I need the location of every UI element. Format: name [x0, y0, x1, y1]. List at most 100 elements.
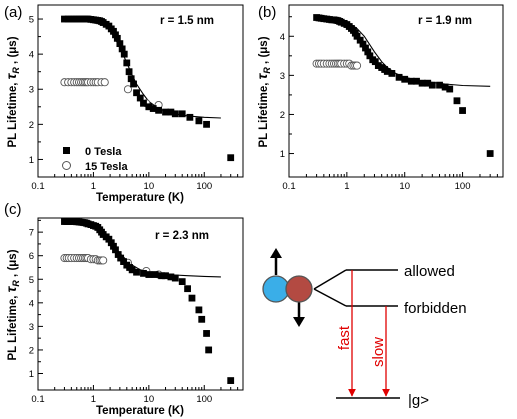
data-point-0-tesla	[133, 268, 140, 276]
panel-b-label: (b)	[258, 4, 276, 21]
splitting-connector-lower	[313, 288, 347, 307]
y-tick-label: 4	[29, 298, 34, 309]
panel-b-plot	[312, 14, 494, 157]
x-tick-label: 1	[91, 394, 96, 405]
data-point-0-tesla	[178, 110, 186, 118]
data-point-0-tesla	[112, 31, 119, 39]
panel-c-plot	[60, 218, 235, 384]
data-point-0-tesla	[203, 120, 210, 128]
hole-particle	[285, 275, 313, 303]
data-point-0-tesla	[162, 108, 169, 116]
data-point-0-tesla	[459, 107, 466, 114]
data-point-0-tesla	[366, 52, 374, 60]
panel-b-annotation: r = 1.9 nm	[418, 15, 472, 27]
data-point-0-tesla	[395, 73, 403, 81]
data-point-0-tesla	[105, 235, 113, 243]
data-point-0-tesla	[123, 59, 131, 67]
panel-a-ylabel: PL Lifetime, τR , (μs)	[3, 36, 21, 147]
data-point-0-tesla	[356, 36, 364, 44]
data-point-0-tesla	[424, 79, 432, 87]
y-tick-label: 4	[29, 50, 34, 61]
x-tick-label: 100	[196, 181, 212, 192]
data-point-0-tesla	[116, 40, 124, 48]
data-point-15-tesla	[100, 78, 109, 87]
data-point-0-tesla	[167, 273, 175, 281]
x-tick-label: 100	[196, 394, 212, 405]
energy-diagram: allowed forbidden |g> fast slow	[262, 248, 467, 409]
data-point-0-tesla	[171, 110, 179, 118]
panel-b-ylabel: PL Lifetime, τR , (μs)	[254, 36, 272, 147]
data-point-0-tesla	[61, 15, 68, 23]
y-tick-label: 1	[29, 369, 34, 380]
legend-15-tesla-marker	[62, 161, 71, 170]
spin-up-arrow-head	[270, 248, 282, 258]
data-point-0-tesla	[113, 34, 121, 42]
panel-a-legend: 0 Tesla 15 Tesla	[62, 146, 128, 173]
data-point-0-tesla	[407, 77, 415, 85]
data-point-0-tesla	[441, 83, 449, 91]
legend-0-tesla-label: 0 Tesla	[85, 146, 122, 158]
data-point-0-tesla	[413, 77, 420, 85]
data-point-0-tesla	[120, 258, 127, 265]
data-point-0-tesla	[136, 94, 144, 102]
y-tick-label: 3	[29, 322, 34, 333]
panel-c-label: (c)	[4, 201, 22, 218]
data-point-0-tesla	[205, 346, 213, 354]
panel-c: (c) 0.1 1 10 100 1 2 3 4 5 6 7 r = 2.3 nm Tempera…	[3, 201, 244, 417]
data-point-0-tesla	[195, 117, 203, 125]
data-point-0-tesla	[151, 271, 159, 278]
y-tick-label: 6	[29, 251, 34, 262]
panel-c-frame	[37, 217, 244, 391]
x-tick-label: 100	[455, 181, 471, 192]
data-point-15-tesla	[123, 85, 133, 94]
data-point-0-tesla	[371, 58, 379, 66]
data-point-0-tesla	[428, 81, 436, 89]
x-tick-label: 0.1	[31, 181, 44, 192]
y-tick-label: 1	[29, 155, 34, 166]
data-point-0-tesla	[401, 75, 409, 83]
data-point-0-tesla	[117, 254, 125, 262]
legend-15-tesla-label: 15 Tesla	[85, 161, 128, 173]
data-point-0-tesla	[158, 272, 166, 280]
panel-a-xlabel: Temperature (K)	[96, 192, 184, 204]
data-point-0-tesla	[362, 44, 369, 52]
x-tick-label: 10	[399, 181, 410, 192]
data-point-0-tesla	[486, 150, 494, 157]
data-point-0-tesla	[118, 45, 126, 53]
data-point-0-tesla	[383, 68, 391, 75]
data-point-0-tesla	[140, 269, 147, 277]
y-tick-label: 2	[29, 120, 34, 131]
x-tick-label: 10	[144, 394, 155, 405]
panel-a-xticks: 0.1 1 10 100	[31, 172, 244, 192]
data-point-0-tesla	[178, 278, 186, 286]
panel-c-ylabel: PL Lifetime, τR , (μs)	[3, 249, 21, 360]
data-point-0-tesla	[436, 81, 443, 89]
data-point-0-tesla	[388, 70, 396, 77]
ground-state-label: |g>	[408, 392, 429, 409]
y-tick-label: 7	[29, 228, 34, 239]
data-point-0-tesla	[188, 294, 196, 302]
allowed-label: allowed	[404, 263, 455, 280]
forbidden-label: forbidden	[404, 300, 467, 317]
data-point-0-tesla	[107, 239, 115, 247]
data-point-15-tesla	[99, 256, 108, 265]
data-point-0-tesla	[114, 251, 122, 258]
panel-b-frame	[288, 4, 504, 178]
y-tick-label: 3	[29, 85, 34, 96]
data-point-0-tesla	[195, 306, 203, 314]
data-point-0-tesla	[227, 154, 235, 162]
x-tick-label: 10	[144, 181, 155, 192]
data-point-0-tesla	[198, 315, 206, 323]
data-point-0-tesla	[120, 50, 128, 58]
data-point-0-tesla	[128, 266, 136, 274]
legend-0-tesla-marker	[63, 147, 70, 154]
data-point-0-tesla	[167, 108, 175, 116]
panel-a-annotation: r = 1.5 nm	[160, 15, 214, 27]
y-tick-label: 1	[280, 149, 285, 160]
data-point-15-tesla	[352, 61, 362, 70]
data-point-0-tesla	[149, 105, 157, 112]
panel-a-plot	[60, 15, 235, 162]
panel-c-xlabel: Temperature (K)	[96, 405, 184, 417]
splitting-connector-upper	[313, 269, 347, 290]
